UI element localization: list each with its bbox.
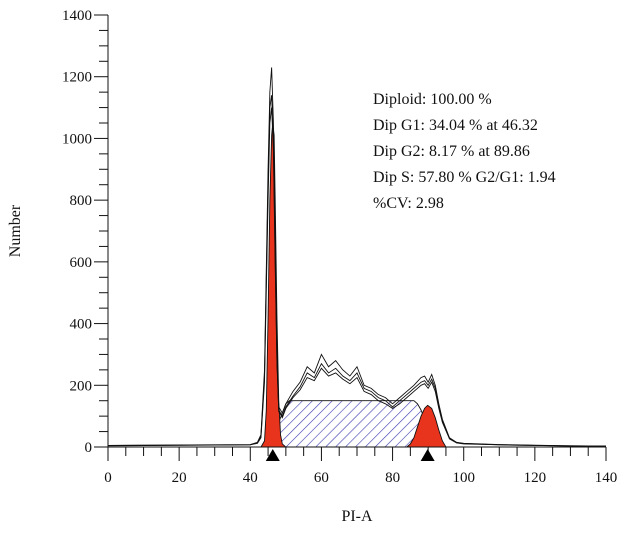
- histogram-line-2: [107, 95, 607, 447]
- y-axis-label: Number: [7, 204, 24, 257]
- x-tick-label: 80: [385, 470, 400, 486]
- y-tick-label: 1200: [62, 70, 92, 86]
- peak-marker-2: [420, 449, 435, 461]
- y-tick-label: 1400: [62, 8, 92, 24]
- histogram-lines-layer: [107, 67, 607, 447]
- y-tick-label: 800: [70, 193, 93, 209]
- annotation-cv: %CV: 2.98: [373, 195, 444, 212]
- g2-peak-area: [405, 404, 447, 448]
- y-tick-label: 0: [85, 440, 93, 456]
- y-tick-label: 200: [70, 378, 93, 394]
- y-tick-label: 600: [70, 255, 93, 271]
- y-tick-label: 400: [70, 317, 93, 333]
- annotation-box: Diploid: 100.00 % Dip G1: 34.04 % at 46.…: [373, 91, 556, 212]
- annotation-dip-g1: Dip G1: 34.04 % at 46.32: [373, 117, 538, 134]
- histogram-line-1: [107, 67, 607, 447]
- y-tick-label: 1000: [62, 131, 92, 147]
- ticks-layer: 0 20 40 60 80 100 120 1400200400600800100012001…: [62, 8, 617, 486]
- annotation-diploid: Diploid: 100.00 %: [373, 91, 492, 108]
- x-tick-label: 100: [452, 470, 475, 486]
- x-tick-label: 20: [172, 470, 187, 486]
- x-tick-label: 0: [104, 470, 112, 486]
- fill-layer: [260, 122, 447, 448]
- annotation-dip-s: Dip S: 57.80 % G2/G1: 1.94: [373, 169, 556, 186]
- histogram-line-3: [107, 107, 606, 447]
- x-tick-label: 60: [314, 470, 329, 486]
- x-tick-label: 40: [243, 470, 258, 486]
- axes-layer: [107, 15, 606, 448]
- peak-marker-1: [265, 449, 280, 461]
- markers-layer: [265, 449, 435, 461]
- x-tick-label: 120: [524, 470, 547, 486]
- annotation-dip-g2: Dip G2: 8.17 % at 89.86: [373, 143, 530, 160]
- x-axis-label: PI-A: [341, 508, 373, 525]
- x-tick-label: 140: [595, 470, 618, 486]
- g1-peak-area: [260, 122, 288, 448]
